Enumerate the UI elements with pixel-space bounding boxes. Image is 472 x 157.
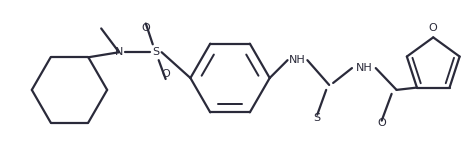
Text: N: N bbox=[115, 47, 123, 57]
Text: NH: NH bbox=[355, 63, 372, 73]
Text: O: O bbox=[142, 23, 150, 33]
Text: S: S bbox=[152, 47, 159, 57]
Text: O: O bbox=[429, 23, 438, 33]
Text: S: S bbox=[314, 113, 321, 123]
Text: NH: NH bbox=[289, 55, 306, 65]
Text: O: O bbox=[377, 118, 386, 128]
Text: O: O bbox=[161, 69, 170, 79]
